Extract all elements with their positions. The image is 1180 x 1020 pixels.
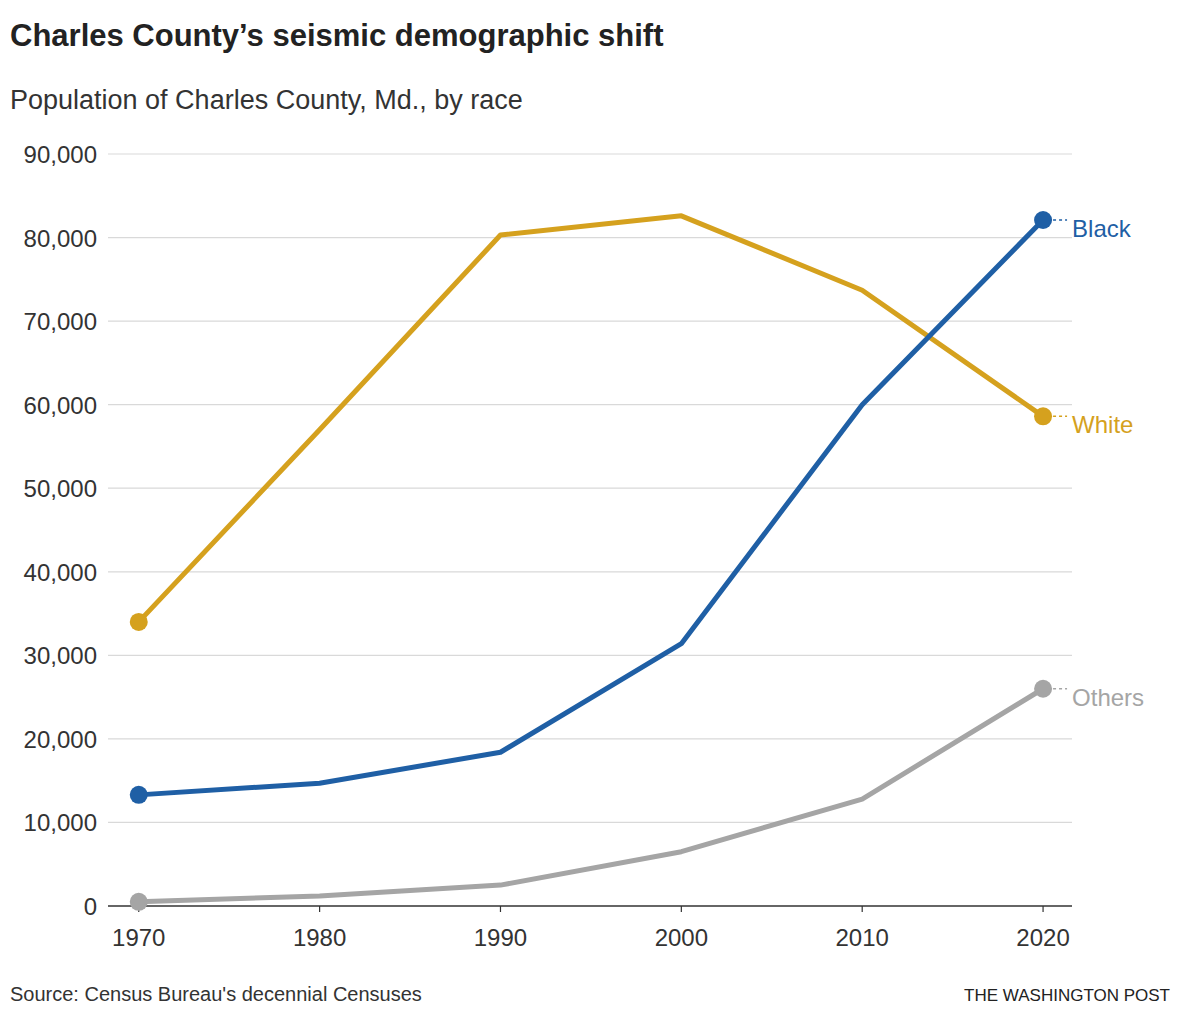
series-label: Black <box>1072 215 1132 242</box>
chart: Charles County’s seismic demographic shi… <box>0 0 1180 1020</box>
label-leader <box>1053 219 1067 221</box>
x-tick <box>862 906 863 912</box>
x-tick <box>681 906 682 912</box>
x-tick <box>1042 906 1043 912</box>
x-tick-label: 2020 <box>1016 924 1069 951</box>
y-tick-label: 90,000 <box>24 141 97 168</box>
x-tick-label: 1970 <box>112 924 165 951</box>
y-tick-label: 0 <box>84 893 97 920</box>
grid-line <box>108 571 1072 572</box>
x-tick <box>500 906 501 912</box>
end-marker <box>1034 680 1052 698</box>
series-label: Others <box>1072 684 1144 711</box>
grid-line <box>108 738 1072 739</box>
title: Charles County’s seismic demographic shi… <box>10 18 663 53</box>
source: Source: Census Bureau's decennial Census… <box>10 983 422 1005</box>
y-tick-label: 70,000 <box>24 308 97 335</box>
y-tick-label: 40,000 <box>24 559 97 586</box>
end-marker <box>130 786 148 804</box>
end-marker <box>1034 211 1052 229</box>
end-marker <box>130 893 148 911</box>
x-tick <box>319 906 320 912</box>
label-leader <box>1053 416 1067 418</box>
x-tick-label: 1980 <box>293 924 346 951</box>
y-tick-label: 60,000 <box>24 392 97 419</box>
y-tick-label: 80,000 <box>24 225 97 252</box>
grid-line <box>108 321 1072 322</box>
grid-line <box>108 404 1072 405</box>
series-label: White <box>1072 411 1133 438</box>
grid-line <box>108 488 1072 489</box>
y-tick-label: 30,000 <box>24 642 97 669</box>
x-axis <box>108 905 1072 907</box>
y-tick-label: 50,000 <box>24 475 97 502</box>
x-tick-label: 2010 <box>836 924 889 951</box>
series-line <box>139 689 1043 902</box>
y-tick-label: 20,000 <box>24 726 97 753</box>
grid-line <box>108 822 1072 823</box>
x-tick-label: 2000 <box>655 924 708 951</box>
grid-line <box>108 655 1072 656</box>
end-marker <box>1034 407 1052 425</box>
series-line <box>139 216 1043 622</box>
plot-area <box>139 216 1043 902</box>
end-marker <box>130 613 148 631</box>
credit: THE WASHINGTON POST <box>964 986 1170 1005</box>
grid-line <box>108 237 1072 238</box>
subtitle: Population of Charles County, Md., by ra… <box>10 85 523 115</box>
label-leader <box>1053 688 1067 690</box>
x-tick-label: 1990 <box>474 924 527 951</box>
y-tick-label: 10,000 <box>24 809 97 836</box>
series-labels: White Black Others <box>1053 215 1144 711</box>
grid-line <box>108 153 1072 154</box>
series-line <box>139 220 1043 795</box>
markers <box>130 211 1052 911</box>
